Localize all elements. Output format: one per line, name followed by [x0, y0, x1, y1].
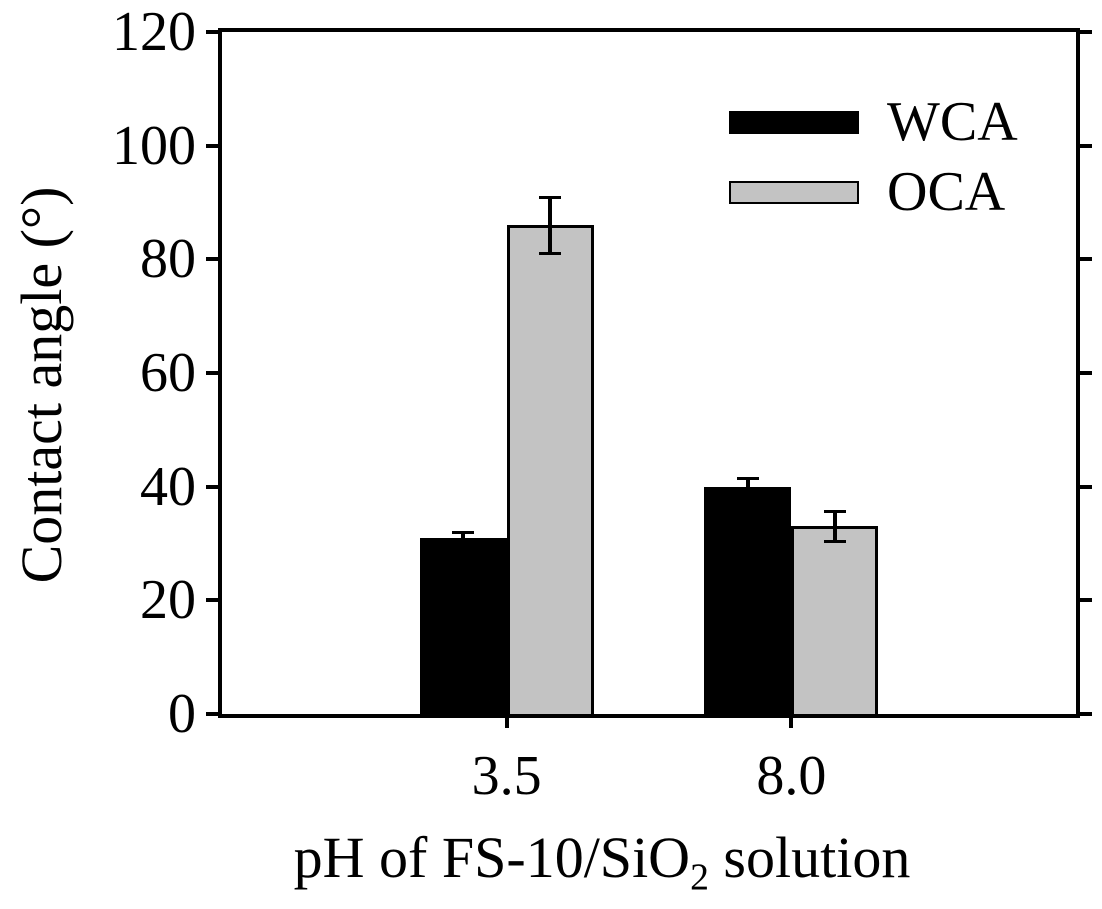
y-tick-right: [1080, 257, 1092, 262]
y-tick-label: 0: [168, 683, 196, 745]
bar-wca-3.5: [419, 537, 507, 718]
error-bar-line: [548, 196, 553, 254]
error-bar-line: [745, 478, 750, 496]
y-tick-left: [206, 257, 218, 262]
y-tick-right: [1080, 30, 1092, 34]
x-axis-title-prefix: pH of FS-10/SiO: [293, 825, 691, 890]
error-bar-cap-bottom: [539, 251, 562, 255]
plot-frame-bottom: [218, 714, 1080, 718]
y-tick-label: 60: [140, 342, 196, 404]
error-bar-cap-bottom: [823, 539, 846, 543]
bar-wca-8.0: [704, 486, 792, 718]
bar-oca-3.5: [506, 225, 594, 718]
legend-label: WCA: [887, 91, 1018, 153]
plot-area: [206, 28, 1092, 728]
y-tick-left: [206, 484, 218, 489]
y-tick-left: [206, 371, 218, 375]
y-tick-label: 100: [112, 114, 196, 177]
y-tick-left: [206, 30, 218, 34]
error-bar-cap-top: [539, 195, 562, 199]
error-bar-cap-bottom: [452, 541, 475, 545]
bar-oca-8.0: [791, 526, 879, 718]
legend-label: OCA: [887, 161, 1006, 223]
y-tick-left: [206, 712, 218, 716]
legend-item-oca: OCA: [729, 162, 1018, 222]
error-bar-line: [832, 511, 837, 542]
x-tick-label: 8.0: [756, 745, 827, 807]
legend-item-wca: WCA: [729, 92, 1018, 152]
y-tick-left: [206, 598, 218, 603]
y-tick-right: [1080, 371, 1092, 375]
error-bar-cap-bottom: [736, 493, 759, 497]
y-tick-right: [1080, 484, 1092, 489]
error-bar-cap-top: [823, 510, 846, 514]
y-tick-label: 20: [140, 569, 196, 632]
y-tick-right: [1080, 143, 1092, 148]
error-bar-cap-top: [452, 531, 475, 535]
legend: WCA OCA: [729, 92, 1018, 222]
plot-frame-right: [1076, 28, 1080, 718]
y-tick-right: [1080, 712, 1092, 716]
error-bar-line: [461, 532, 466, 544]
x-axis-title-subscript: 2: [690, 856, 709, 899]
legend-swatch-wca: [729, 110, 859, 134]
legend-swatch-oca: [729, 180, 859, 204]
y-tick-label: 80: [140, 228, 196, 291]
plot-frame-top: [218, 28, 1080, 32]
y-tick-right: [1080, 598, 1092, 603]
y-tick-left: [206, 143, 218, 148]
error-bar-cap-top: [736, 477, 759, 481]
x-tick-label: 3.5: [471, 745, 542, 807]
y-tick-label: 40: [140, 455, 196, 518]
y-tick-label: 120: [112, 1, 196, 63]
x-axis-title: pH of FS-10/SiO2 solution: [293, 825, 911, 897]
x-tick: [789, 714, 794, 728]
x-axis-title-suffix: solution: [708, 825, 911, 890]
plot-frame-left: [218, 28, 222, 718]
x-tick: [504, 714, 509, 728]
